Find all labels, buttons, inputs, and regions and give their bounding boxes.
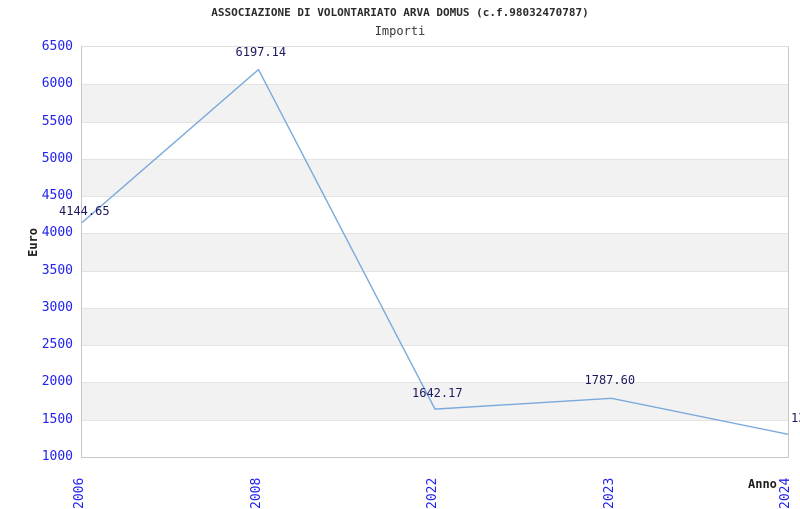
y-tick-label: 3500: [41, 262, 73, 278]
y-tick-label: 5500: [41, 113, 73, 129]
y-tick-label: 1500: [41, 411, 73, 427]
y-tick-label: 6500: [41, 39, 73, 54]
y-axis-title: Euro: [26, 228, 40, 257]
point-value-label: 6197.14: [235, 44, 287, 59]
x-tick-label: 2008: [248, 477, 264, 509]
series-line: [81, 68, 789, 435]
point-value-label: 4144.65: [59, 203, 110, 218]
y-tick-label: 5000: [41, 150, 73, 166]
x-tick-label: 2023: [601, 477, 617, 509]
gridline: [82, 419, 788, 421]
background-band: [82, 84, 788, 122]
gridline: [82, 196, 788, 198]
point-value-label: 1787.60: [584, 373, 636, 388]
background-band: [82, 233, 788, 271]
chart-subtitle: Importi: [374, 24, 426, 38]
gridline: [82, 382, 788, 384]
background-band: [82, 307, 788, 346]
series-layer: [81, 47, 789, 457]
y-tick-label: 2000: [41, 374, 73, 390]
gridline: [82, 84, 788, 86]
y-tick-label: 3000: [41, 299, 73, 315]
gridline: [82, 270, 788, 272]
gridline: [82, 233, 788, 235]
background-band: [82, 158, 788, 197]
point-value-label: 1642.17: [412, 386, 463, 401]
gridline: [82, 121, 788, 123]
y-axis-ticks: 6500 6000 5500 5000 4500 4000 3500 3000 2500 2000…: [0, 0, 73, 500]
y-tick-label: 2500: [41, 337, 73, 353]
x-axis-title: Anno: [748, 477, 777, 491]
chart-title: ASSOCIAZIONE DI VOLONTARIATO ARVA DOMUS …: [211, 6, 589, 19]
gridlines: [82, 47, 788, 457]
gridline: [82, 158, 788, 160]
x-tick-label: 2006: [72, 477, 87, 509]
plot-area: [81, 46, 789, 458]
y-tick-label: 6000: [41, 76, 73, 92]
gridline: [82, 307, 788, 309]
y-tick-label: 1000: [41, 449, 73, 464]
x-tick-label: 2024: [778, 477, 793, 509]
background-bands: [82, 47, 788, 457]
y-tick-label: 4000: [41, 225, 73, 241]
y-tick-label: 4500: [41, 188, 73, 204]
point-value-label: 1305.0: [791, 411, 800, 426]
line-series-importi: [81, 68, 789, 435]
x-tick-label: 2022: [425, 477, 440, 509]
background-band: [82, 382, 788, 420]
gridline: [82, 345, 788, 347]
